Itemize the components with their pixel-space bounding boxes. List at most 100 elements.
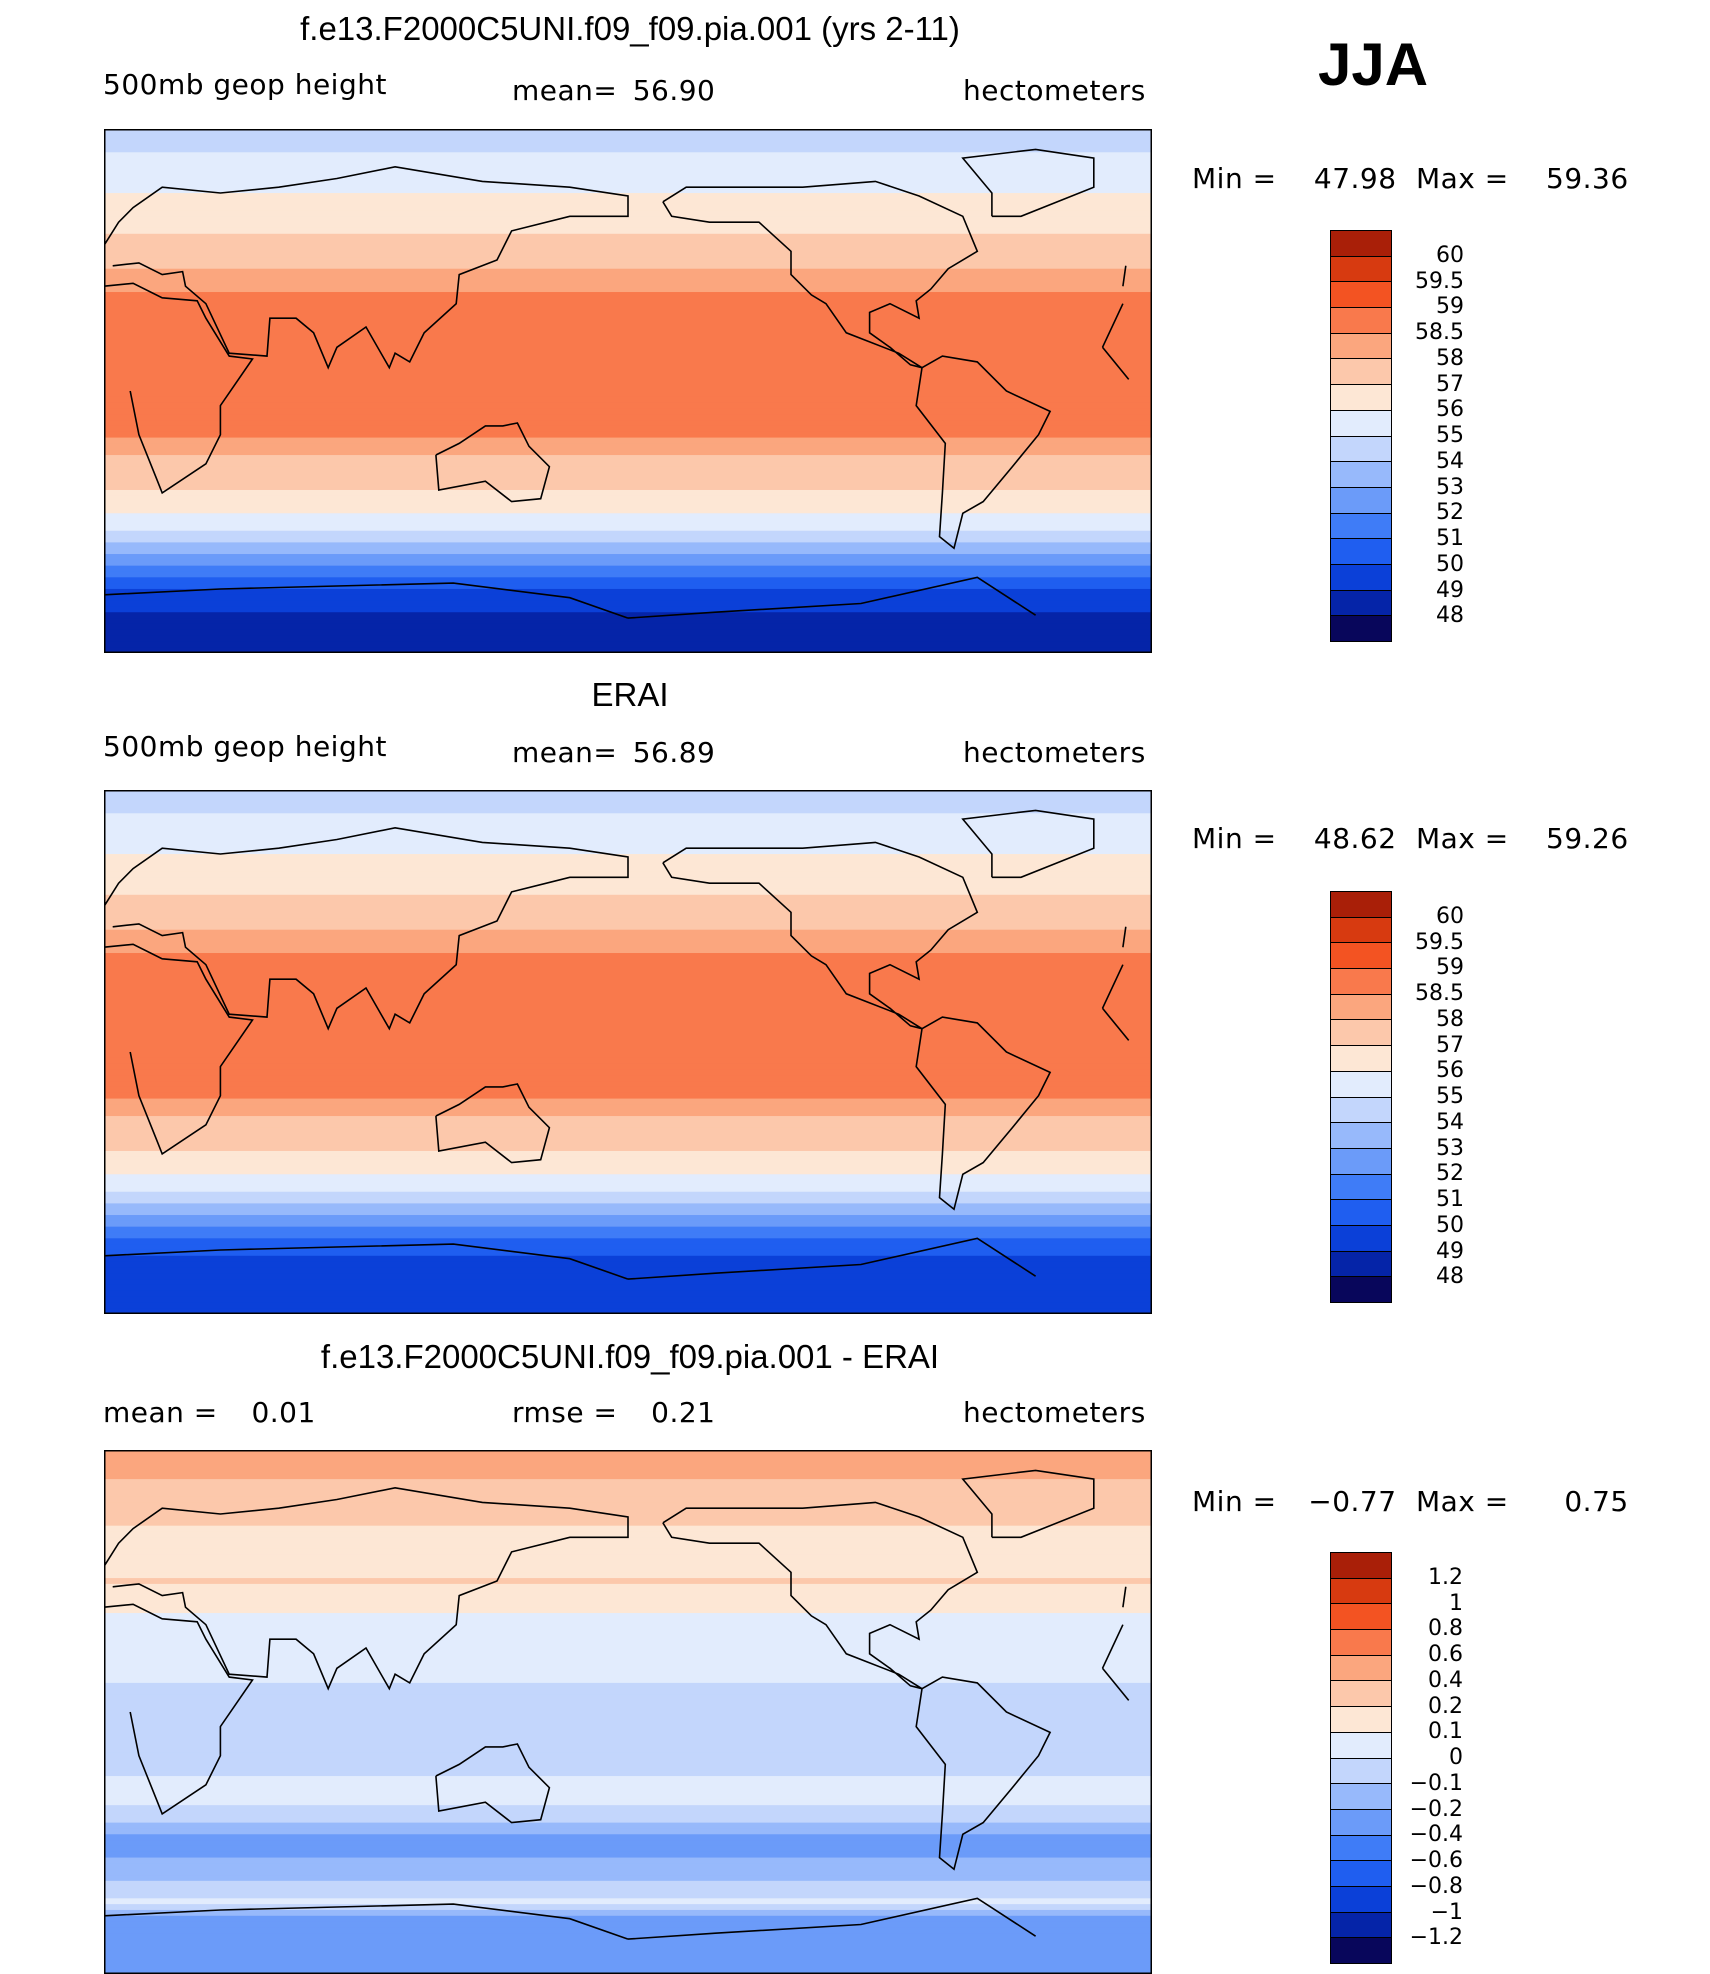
- colorbar-tick-label: −0.4: [1409, 1822, 1463, 1848]
- colorbar-swatch: [1331, 1578, 1391, 1605]
- contour-band: [104, 1607, 1152, 1614]
- coastline: [662, 180, 979, 369]
- panel3-mean: mean = 0.01: [103, 1396, 316, 1429]
- contour-band: [104, 1461, 1152, 1469]
- contour-band: [104, 1484, 1152, 1492]
- coastline: [915, 1676, 1052, 1871]
- coastline: [915, 1016, 1052, 1211]
- coastline: [1101, 346, 1130, 380]
- contour-band: [104, 1191, 1152, 1199]
- colorbar-tick-label: 57: [1436, 1032, 1464, 1058]
- contour-band: [104, 321, 1152, 328]
- contour-band: [104, 402, 1152, 410]
- panel3-colorbar: 1.2 1 0.8 0.6 0.4 0.2 0.1 0 −0.1 −0.2 −0.4 −0.6 −0.8…: [1330, 1552, 1463, 1964]
- contour-band: [104, 1898, 1152, 1905]
- contour-band: [104, 1659, 1152, 1667]
- colorbar-swatch: [1331, 969, 1391, 995]
- contour-band: [104, 824, 1152, 832]
- contour-band: [104, 484, 1152, 491]
- contour-band: [104, 594, 1152, 602]
- colorbar-swatch: [1331, 1912, 1391, 1939]
- colorbar-tick-label: 49: [1436, 1238, 1464, 1264]
- contour-band: [104, 1075, 1152, 1082]
- contour-band: [104, 1508, 1152, 1515]
- colorbar-swatch: [1331, 436, 1391, 463]
- contour-band: [104, 1249, 1152, 1257]
- panel1-mean-label: mean=: [512, 74, 618, 107]
- contour-band: [104, 1653, 1152, 1661]
- colorbar-swatch: [1331, 616, 1391, 641]
- contour-band: [104, 163, 1152, 171]
- contour-band: [104, 274, 1152, 281]
- contour-band: [104, 1220, 1152, 1228]
- contour-band: [104, 1677, 1152, 1684]
- contour-band: [104, 1232, 1152, 1239]
- contour-band: [104, 813, 1152, 820]
- contour-band: [104, 326, 1152, 334]
- colorbar-tick-label: 58.5: [1415, 320, 1464, 345]
- contour-band: [104, 559, 1152, 567]
- contour-band: [104, 1467, 1152, 1474]
- contour-band: [104, 1950, 1152, 1958]
- colorbar-swatch: [1331, 539, 1391, 565]
- contour-band: [104, 1092, 1152, 1100]
- contour-band: [104, 1618, 1152, 1626]
- colorbar-tick-label: −0.2: [1409, 1796, 1463, 1822]
- contour-band: [104, 1578, 1152, 1585]
- contour-band: [104, 1810, 1152, 1818]
- contour-band: [104, 1845, 1152, 1853]
- contour-band: [104, 1496, 1152, 1503]
- contour-band: [104, 929, 1152, 937]
- contour-band: [104, 414, 1152, 421]
- colorbar-swatch: [1331, 385, 1391, 411]
- contour-band: [104, 1642, 1152, 1649]
- contour-band: [104, 923, 1152, 931]
- coastline: [1101, 1667, 1130, 1701]
- contour-band: [104, 1098, 1152, 1105]
- panel1-title: f.e13.F2000C5UNI.f09_f09.pia.001 (yrs 2-…: [300, 10, 960, 47]
- contour-band: [104, 1851, 1152, 1859]
- contour-band: [104, 1162, 1152, 1170]
- contour-band: [104, 1799, 1152, 1806]
- contour-band: [104, 425, 1152, 433]
- contour-band: [104, 964, 1152, 972]
- contour-band: [104, 1290, 1152, 1298]
- contour-band: [104, 356, 1152, 363]
- colorbar-swatch: [1331, 513, 1391, 540]
- colorbar-swatch: [1331, 462, 1391, 488]
- coastline: [1101, 1007, 1130, 1041]
- contour-band: [104, 1886, 1152, 1894]
- colorbar-tick-label: 49: [1436, 577, 1464, 603]
- contour-band: [104, 790, 1152, 797]
- contour-band: [104, 129, 1152, 136]
- map-frame: [104, 1450, 1152, 1974]
- contour-band: [104, 1962, 1152, 1969]
- colorbar-tick-label: 55: [1436, 1084, 1464, 1109]
- colorbar-tick-label: 57: [1436, 371, 1464, 397]
- contour-band: [104, 1116, 1152, 1123]
- colorbar-swatch: [1331, 917, 1391, 944]
- colorbar-swatch: [1331, 1553, 1391, 1579]
- contour-band: [104, 1133, 1152, 1140]
- contour-band: [104, 1150, 1152, 1158]
- coastline: [1101, 1624, 1124, 1669]
- contour-band: [104, 941, 1152, 948]
- colorbar-swatch: [1331, 1886, 1391, 1913]
- contour-band: [104, 361, 1152, 369]
- contour-band: [104, 1121, 1152, 1129]
- colorbar-tick-label: 60: [1436, 242, 1464, 268]
- colorbar-swatch: [1331, 1784, 1391, 1810]
- contour-band: [104, 309, 1152, 316]
- contour-band: [104, 1069, 1152, 1076]
- coastline: [104, 165, 629, 370]
- coastline: [104, 582, 629, 619]
- contour-band: [104, 1284, 1152, 1292]
- contour-band: [104, 344, 1152, 351]
- contour-band: [104, 385, 1152, 392]
- colorbar-tick-label: 51: [1436, 526, 1464, 551]
- contour-band: [104, 982, 1152, 989]
- contour-band: [104, 935, 1152, 942]
- contour-band: [104, 158, 1152, 165]
- contour-band: [104, 181, 1152, 188]
- panel3-rmse-label: rmse =: [512, 1396, 618, 1429]
